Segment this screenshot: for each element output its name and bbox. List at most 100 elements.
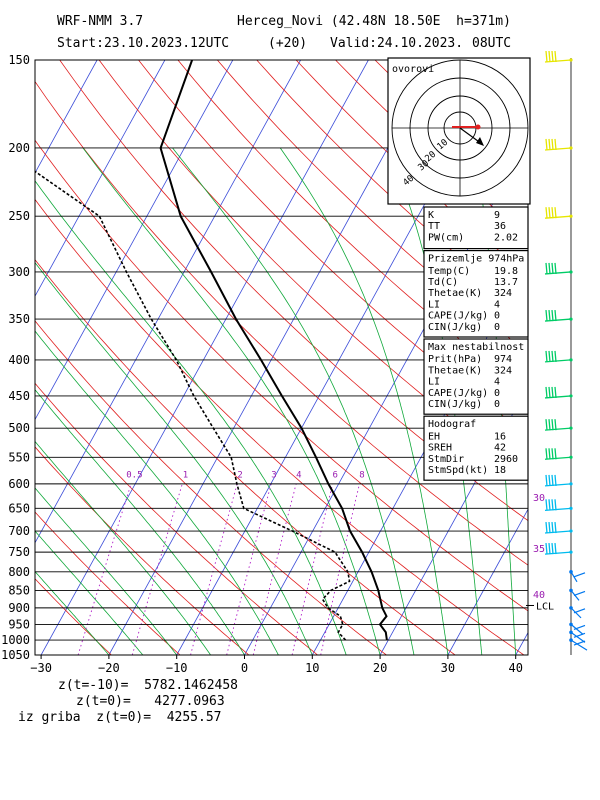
pressure-tick-label: 650 [8, 501, 30, 515]
wind-barb-low [569, 588, 586, 601]
max-instability-panel-key: LI [428, 377, 440, 388]
hodograf-panel-value: 16 [494, 431, 506, 442]
wind-barb [544, 543, 573, 555]
station-info: Herceg_Novi (42.48N 18.50E h=371m) [237, 14, 511, 29]
moist-adiabat [35, 440, 211, 655]
temperature-profile [159, 60, 388, 641]
moist-adiabat [82, 147, 381, 655]
mixing-ratio-label: 6 [332, 471, 337, 481]
surface-panel-value: 13.7 [494, 277, 518, 288]
wind-barb [544, 207, 573, 219]
surface-panel-box [423, 250, 529, 338]
temp-tick-label: −30 [30, 661, 52, 675]
temp-tick-label: 30 [441, 661, 455, 675]
hodograf-panel-key: StmSpd(kt) [428, 465, 488, 476]
isotherm [35, 60, 166, 298]
temp-tick-label: 10 [305, 661, 319, 675]
pressure-tick-label: 900 [8, 601, 30, 615]
wind-barb [544, 448, 573, 460]
surface-panel-value: 0 [494, 322, 500, 333]
wind-barb-low [569, 570, 586, 583]
surface-panel-value: 19.8 [494, 266, 518, 277]
max-instability-panel-title: Max nestabilnost [428, 342, 524, 353]
pressure-tick-label: 700 [8, 524, 30, 538]
isotherm [379, 385, 528, 655]
hodograf-panel-key: StmDir [428, 454, 464, 465]
wind-barb [544, 521, 573, 534]
pressure-tick-label: 600 [8, 477, 30, 491]
indices-panel-key: PW(cm) [428, 232, 464, 243]
pressure-tick-label: 250 [8, 209, 30, 223]
wind-barb [544, 350, 573, 363]
right-label-40: 40 [533, 590, 545, 601]
temp-tick-label: −20 [98, 661, 120, 675]
mixing-ratio-label: 2 [237, 471, 242, 481]
hodograf-panel-value: 18 [494, 465, 506, 476]
indices-panel-key: K [428, 210, 434, 221]
surface-panel-value: 4 [494, 299, 500, 310]
indices-panel-value: 36 [494, 221, 506, 232]
surface-panel-value: 324 [494, 288, 512, 299]
hodograf-panel-box [423, 415, 529, 481]
storm-motion-arrowhead [476, 137, 484, 146]
pressure-tick-label: 850 [8, 583, 30, 597]
isotherm [584, 60, 600, 655]
isotherm [35, 60, 301, 544]
temp-tick-label: 20 [373, 661, 387, 675]
temp-tick-label: −10 [166, 661, 188, 675]
wind-barb-low [569, 638, 588, 651]
wind-barb [544, 50, 573, 63]
right-label-35: 35 [533, 544, 545, 555]
moist-adiabat [35, 330, 279, 655]
dry-adiabat [533, 60, 600, 655]
surface-panel-key: Thetae(K) [428, 288, 482, 299]
moist-adiabat [35, 261, 313, 655]
wind-barb-low [569, 606, 586, 619]
wind-barb [544, 474, 573, 487]
surface-panel-key: CIN(J/kg) [428, 322, 482, 333]
start-date: Start:23.10.2023. [57, 36, 191, 51]
mixing-ratio-line [252, 483, 297, 655]
moist-adiabat [279, 147, 449, 655]
isotherm [40, 60, 369, 655]
pressure-tick-label: 350 [8, 312, 30, 326]
pressure-tick-label: 1000 [1, 633, 30, 647]
mixing-ratio-line [320, 483, 360, 655]
mixing-ratio-line [226, 483, 272, 655]
surface-panel-key: Td(C) [428, 277, 458, 288]
surface-panel-key: LI [428, 299, 440, 310]
temp-tick-label: 40 [508, 661, 522, 675]
pressure-tick-label: 400 [8, 353, 30, 367]
indices-panel-box [423, 206, 529, 250]
pressure-tick-label: 800 [8, 565, 30, 579]
wind-barb [544, 386, 573, 399]
moist-adiabat [172, 147, 415, 655]
pressure-tick-label: 450 [8, 389, 30, 403]
pressure-tick-label: 1050 [1, 648, 30, 662]
max-instability-panel-value: 4 [494, 377, 500, 388]
mixing-ratio-label: 4 [296, 471, 301, 481]
height-t-minus10: z(t=-10)= 5782.1462458 [58, 678, 239, 693]
surface-panel-value: 0 [494, 311, 500, 322]
start-time: 12UTC [190, 36, 230, 51]
lead-time: (+20) [268, 36, 308, 51]
max-instability-panel-value: 324 [494, 365, 512, 376]
indices-panel-key: TT [428, 221, 440, 232]
surface-panel-key: CAPE(J/kg) [428, 311, 488, 322]
moist-adiabat [35, 487, 178, 655]
dry-adiabat [35, 320, 387, 655]
dewpoint-profile [35, 170, 351, 641]
pressure-tick-label: 750 [8, 545, 30, 559]
wind-barb [544, 310, 573, 322]
hodograph-title: ovorovi [392, 64, 434, 75]
max-instability-panel-value: 0 [494, 399, 500, 410]
max-instability-panel-key: Prit(hPa) [428, 354, 482, 365]
hodograf-panel-key: SREH [428, 443, 452, 454]
wind-barb [544, 419, 573, 431]
wind-barb [544, 499, 573, 512]
indices-panel-value: 2.02 [494, 232, 518, 243]
mixing-ratio-label: 1 [183, 471, 188, 481]
max-instability-panel-box [423, 338, 529, 415]
valid-time: 08UTC [472, 36, 512, 51]
